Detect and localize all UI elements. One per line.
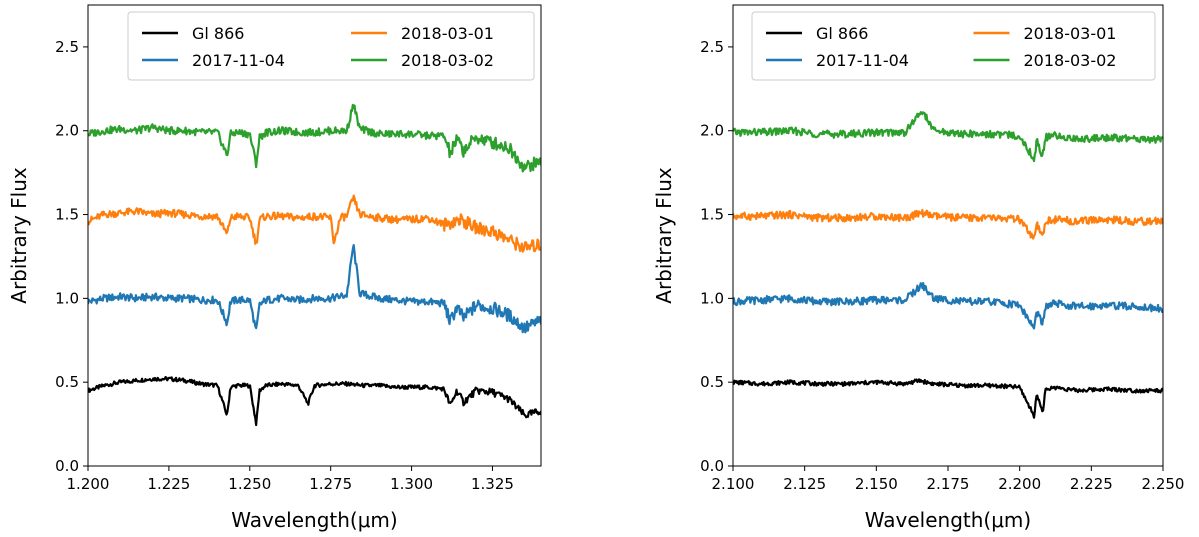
x-tick-label: 1.275	[309, 475, 352, 493]
series-group	[88, 103, 541, 427]
y-tick-label: 1.5	[55, 206, 79, 224]
series-line-gl-866	[88, 376, 541, 427]
chart-panel-2: 0.0 0.5 1.0 1.5 2.0 2.5 2.100 2.125 2.150 2.175 2.…	[652, 4, 1185, 532]
x-tick-label: 2.200	[998, 475, 1041, 493]
y-tick-label: 2.0	[55, 122, 79, 140]
x-tick-label: 2.175	[927, 475, 970, 493]
y-tick-label: 2.5	[55, 38, 79, 56]
series-line-2017-11-04	[88, 243, 541, 334]
legend-label: 2018-03-02	[1024, 51, 1117, 70]
legend-label: 2018-03-01	[1024, 24, 1117, 43]
x-axis-label: Wavelength(μm)	[865, 508, 1031, 532]
x-tick-label: 2.250	[1142, 475, 1185, 493]
legend-label: 2018-03-02	[401, 51, 494, 70]
legend-label: Gl 866	[192, 24, 244, 43]
x-tick-label: 1.300	[390, 475, 433, 493]
series-line-gl-866	[733, 378, 1163, 419]
legend: Gl 866 2017-11-04 2018-03-01 2018-03-02	[751, 11, 1156, 81]
x-tick-label: 1.225	[147, 475, 190, 493]
y-tick-label: 1.0	[55, 289, 79, 307]
x-tick-label: 2.150	[855, 475, 898, 493]
series-group	[733, 111, 1163, 419]
legend-box	[127, 11, 535, 81]
y-tick-label: 0.0	[700, 457, 724, 475]
series-line-2018-03-01	[88, 194, 541, 253]
legend-label: Gl 866	[816, 24, 868, 43]
x-tick-label: 1.200	[67, 475, 110, 493]
x-tick-label: 1.325	[471, 475, 514, 493]
x-axis-label: Wavelength(μm)	[231, 508, 397, 532]
chart-panel-1: 0.0 0.5 1.0 1.5 2.0 2.5 1.200 1.225 1.250 1.275 1.…	[7, 4, 542, 532]
y-axis-label: Arbitrary Flux	[7, 167, 31, 304]
y-tick-label: 0.5	[55, 373, 79, 391]
x-tick-label: 2.100	[712, 475, 755, 493]
axes-frame	[87, 4, 542, 467]
series-line-2018-03-02	[88, 103, 541, 173]
legend-label: 2017-11-04	[816, 51, 909, 70]
series-line-2018-03-01	[733, 208, 1163, 240]
y-tick-label: 0.0	[55, 457, 79, 475]
x-tick-label: 2.125	[783, 475, 826, 493]
y-tick-label: 0.5	[700, 373, 724, 391]
y-tick-label: 1.5	[700, 206, 724, 224]
legend-box	[751, 11, 1156, 81]
series-line-2018-03-02	[733, 111, 1163, 163]
legend: Gl 866 2017-11-04 2018-03-01 2018-03-02	[127, 11, 535, 81]
y-tick-label: 2.5	[700, 38, 724, 56]
x-tick-label: 1.250	[228, 475, 271, 493]
x-tick-label: 2.225	[1070, 475, 1113, 493]
y-axis-label: Arbitrary Flux	[652, 167, 676, 304]
y-tick-label: 1.0	[700, 289, 724, 307]
series-line-2017-11-04	[733, 282, 1163, 330]
legend-label: 2018-03-01	[401, 24, 494, 43]
legend-label: 2017-11-04	[192, 51, 285, 70]
y-tick-label: 2.0	[700, 122, 724, 140]
